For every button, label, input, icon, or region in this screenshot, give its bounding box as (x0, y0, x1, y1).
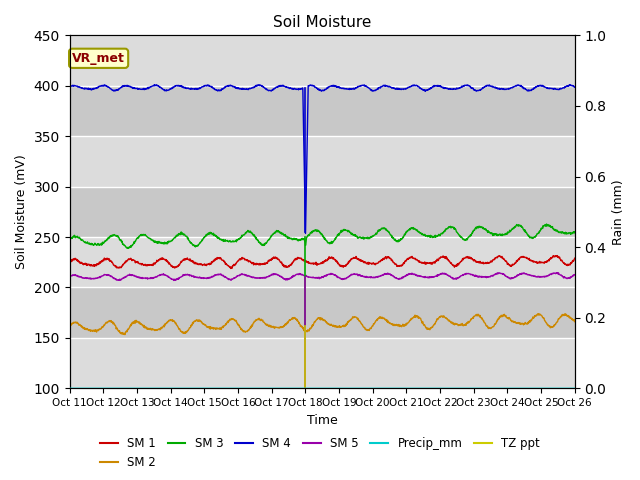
Y-axis label: Soil Moisture (mV): Soil Moisture (mV) (15, 155, 28, 269)
Bar (70, 86, 575, 136)
Title: Soil Moisture: Soil Moisture (273, 15, 371, 30)
Bar (70, 136, 575, 187)
Legend: SM 1, SM 2, SM 3, SM 4, SM 5, Precip_mm, TZ ppt: SM 1, SM 2, SM 3, SM 4, SM 5, Precip_mm,… (95, 433, 545, 474)
Bar (70, 36, 575, 86)
Bar (70, 338, 575, 388)
Bar (70, 187, 575, 237)
Y-axis label: Rain (mm): Rain (mm) (612, 179, 625, 245)
Bar (70, 237, 575, 288)
Text: VR_met: VR_met (72, 52, 125, 65)
Bar (70, 288, 575, 338)
X-axis label: Time: Time (307, 414, 337, 427)
